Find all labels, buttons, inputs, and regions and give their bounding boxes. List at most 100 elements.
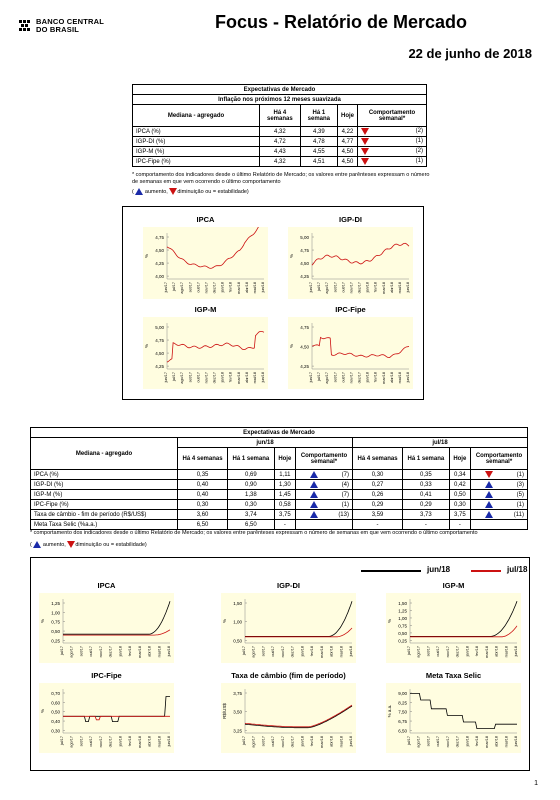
- y-tick-label: 1,00: [51, 610, 60, 615]
- y-tick-label: 0,70: [51, 691, 60, 696]
- x-tick-label: nov/17: [281, 736, 285, 747]
- x-tick-label: jun/17: [309, 372, 313, 383]
- page-title: Focus - Relatório de Mercado: [215, 12, 468, 32]
- legend-up-text: aumento,: [42, 541, 66, 548]
- col-1sem-b: Há 1 semana: [402, 447, 450, 470]
- x-tick-label: dez/17: [213, 372, 217, 383]
- chart-title: IGP-M: [194, 305, 217, 314]
- table-row: Taxa de câmbio - fim de período (R$/US$)…: [30, 509, 528, 520]
- cell-label: Meta Taxa Selic (%a.a.): [30, 519, 178, 530]
- col-1sem-a: Há 1 semana: [227, 447, 275, 470]
- chart-title: IGP-DI: [339, 215, 362, 224]
- group-jul18: jul/18: [351, 437, 529, 448]
- x-tick-label: mai/18: [253, 282, 257, 293]
- cell-trend: (1): [357, 156, 427, 167]
- table1-title: Expectativas de Mercado: [132, 84, 427, 95]
- x-tick-label: mai/18: [253, 372, 257, 383]
- cell-value: 0,40: [176, 489, 229, 500]
- series-line-0: [311, 336, 410, 358]
- chart-title: IPC-Fipe: [335, 305, 366, 314]
- y-tick-label: 4,00: [155, 274, 164, 279]
- trend-count: (1): [331, 499, 353, 510]
- y-tick-label: 0,50: [398, 631, 407, 636]
- x-tick-label: abr/18: [330, 736, 334, 747]
- cell-w1: 4,78: [299, 136, 339, 147]
- cell-w4: 4,43: [259, 146, 301, 157]
- chart-svg: 4,75 4,50 4,25% jun/17 jul/17 ago/17 set/17 out…: [289, 323, 410, 384]
- x-tick-label: jun/18: [261, 282, 265, 293]
- x-tick-label: nov/17: [446, 736, 450, 747]
- y-axis-label: %: [289, 344, 294, 348]
- x-tick-label: mar/18: [320, 736, 324, 748]
- col-4sem-b: Há 4 semanas: [351, 447, 404, 470]
- x-tick-label: ago/17: [325, 282, 329, 294]
- chart-p2-4: Taxa de câmbio (fim de período) 3,75 3,50 3…: [221, 671, 356, 753]
- x-tick-label: jan/18: [221, 372, 225, 383]
- cell-value: 0,40: [176, 479, 229, 490]
- table2-footnote: * comportamento dos indicadores desde o …: [30, 530, 478, 536]
- up-arrow-icon: [33, 541, 42, 548]
- x-tick-label: set/17: [188, 282, 192, 292]
- cell-trend: (1): [357, 136, 427, 147]
- chart-title: IPCA: [196, 215, 215, 224]
- x-tick-label: out/17: [341, 372, 345, 383]
- cell-trend: [470, 519, 507, 530]
- x-tick-label: dez/17: [456, 736, 460, 747]
- table-row: IGP-DI (%) 0,40 0,90 1,30 (4) 0,27 0,33 0,42 (3): [30, 479, 528, 490]
- legend-up-text: aumento,: [144, 188, 168, 195]
- x-tick-label: mai/18: [504, 736, 508, 747]
- down-arrow-icon: [361, 147, 370, 155]
- y-tick-label: 0,40: [51, 719, 60, 724]
- x-tick-label: abr/18: [245, 372, 249, 383]
- logo-line1: BANCO CENTRAL: [36, 17, 105, 26]
- y-tick-label: 5,00: [300, 235, 309, 240]
- cell-label: Taxa de câmbio - fim de período (R$/US$): [30, 509, 178, 520]
- table-row: IPCA (%) 0,35 0,69 1,11 (7) 0,30 0,35 0,34 (1): [30, 469, 528, 480]
- x-tick-label: set/17: [261, 646, 265, 656]
- x-tick-label: jun/18: [167, 646, 171, 657]
- cell-hoje: 4,22: [337, 126, 359, 137]
- chart-svg: 9,00 8,25 7,50 6,75 6,50 % a.a. jul/17 ago/17 se…: [387, 689, 518, 748]
- y-tick-label: 0,60: [51, 700, 60, 705]
- cell-value: 0,30: [227, 499, 275, 510]
- x-tick-label: ago/17: [70, 646, 74, 658]
- cell-label: IPCA (%): [132, 126, 260, 137]
- x-tick-label: mai/18: [339, 646, 343, 657]
- x-tick-label: set/17: [188, 372, 192, 382]
- y-tick-label: 1,00: [398, 616, 407, 621]
- x-tick-label: dez/17: [109, 736, 113, 747]
- x-tick-label: jan/18: [118, 736, 122, 747]
- x-tick-label: nov/17: [99, 736, 103, 747]
- x-tick-label: ago/17: [180, 372, 184, 384]
- x-tick-label: mar/18: [485, 736, 489, 748]
- table-row: IPCA (%) 4,32 4,39 4,22 (2): [132, 126, 427, 137]
- chart-ipcfipe: IPC-Fipe 4,75 4,50 4,25% jun/17 jul/17 ago/17 s…: [288, 305, 413, 389]
- x-tick-label: ago/17: [252, 646, 256, 658]
- monthly-charts-panel: jun/18 jul/18 IPCA 1,25 1,00 0,75 0,50 0,25% j…: [30, 557, 530, 771]
- cell-value: 3,75: [448, 509, 472, 520]
- table2-title: Expectativas de Mercado: [30, 427, 528, 438]
- x-tick-label: out/17: [196, 282, 200, 293]
- cell-value: 0,34: [448, 469, 472, 480]
- cell-trend: [470, 489, 507, 500]
- cell-value: 0,33: [402, 479, 450, 490]
- y-tick-label: 4,75: [300, 248, 309, 253]
- cell-value: 0,58: [273, 499, 296, 510]
- col-1sem: Há 1 semana: [299, 104, 339, 127]
- x-tick-label: dez/17: [109, 646, 113, 657]
- x-tick-label: jun/18: [514, 736, 518, 747]
- cell-value: 0,27: [351, 479, 404, 490]
- y-tick-label: 1,00: [233, 620, 242, 625]
- cell-w4: 4,32: [259, 156, 301, 167]
- down-arrow-icon: [485, 470, 493, 478]
- chart-title: IPCA: [97, 581, 116, 590]
- cell-value: 0,26: [351, 489, 404, 500]
- x-tick-label: mai/18: [157, 736, 161, 747]
- y-tick-label: 4,25: [155, 364, 164, 369]
- chart-p2-2: IGP-M 1,50 1,25 1,00 0,75 0,50 0,25% jul/17 ago/…: [386, 581, 521, 663]
- y-axis-label: % a.a.: [387, 705, 392, 718]
- up-arrow-icon: [309, 490, 318, 498]
- series-line-0: [311, 242, 410, 266]
- y-tick-label: 0,50: [233, 638, 242, 643]
- x-tick-label: mar/18: [382, 282, 386, 294]
